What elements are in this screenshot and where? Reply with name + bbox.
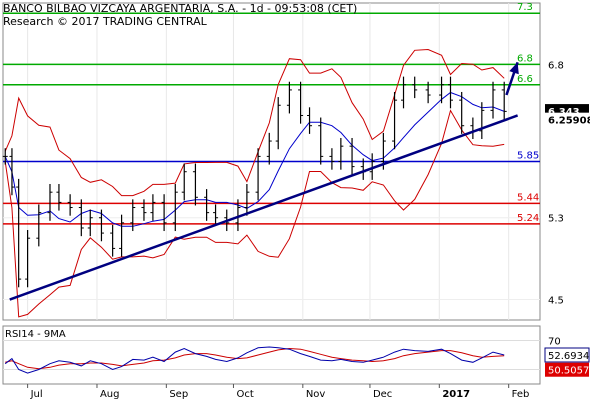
level-label: 5.24: [517, 213, 539, 224]
x-tick-label: Nov: [306, 389, 326, 400]
x-tick-label: Aug: [100, 389, 120, 400]
rsi-panel-label: RSI14 - 9MA: [5, 329, 66, 340]
rsi-value-box: [544, 347, 590, 363]
bollinger-mid-value-box: [545, 112, 589, 127]
rsi-line: [4, 346, 505, 374]
chart-title: BANCO BILBAO VIZCAYA ARGENTARIA, S.A. - …: [3, 2, 358, 15]
x-tick-label: Jul: [30, 389, 43, 400]
y-tick-label: 5.3: [548, 214, 564, 225]
rsi-value: 52.6934: [548, 351, 589, 362]
last-price-value: 6.343: [548, 107, 580, 118]
x-tick-label: Feb: [512, 389, 530, 400]
y-tick-label: 6.8: [548, 60, 564, 71]
x-tick-label: 2017: [442, 389, 470, 400]
level-label: 5.44: [517, 192, 539, 203]
rsi-tick-label: 70: [548, 337, 561, 348]
x-tick-label: Dec: [373, 389, 392, 400]
forecast-arrowhead: [509, 62, 519, 75]
bollinger-lower-band: [4, 109, 505, 318]
level-label: 7.3: [517, 2, 533, 13]
research-credit: Research © 2017 TRADING CENTRAL: [3, 15, 207, 28]
bollinger-mid-value: 6.25908: [548, 116, 590, 127]
x-tick-label: Oct: [236, 389, 253, 400]
trendline: [9, 114, 519, 301]
rsi-ma-value-box: [545, 362, 589, 377]
level-label: 5.85: [517, 151, 539, 162]
rsi-panel-frame: [2, 325, 541, 385]
level-label: 6.8: [517, 53, 533, 64]
level-label: 6.6: [517, 74, 533, 85]
x-tick-label: Sep: [169, 389, 188, 400]
rsi-ma-line: [5, 347, 505, 370]
y-tick-label: 4.5: [548, 296, 564, 307]
bollinger-upper-band: [4, 48, 505, 197]
rsi-ma-value: 50.5057: [548, 366, 589, 377]
